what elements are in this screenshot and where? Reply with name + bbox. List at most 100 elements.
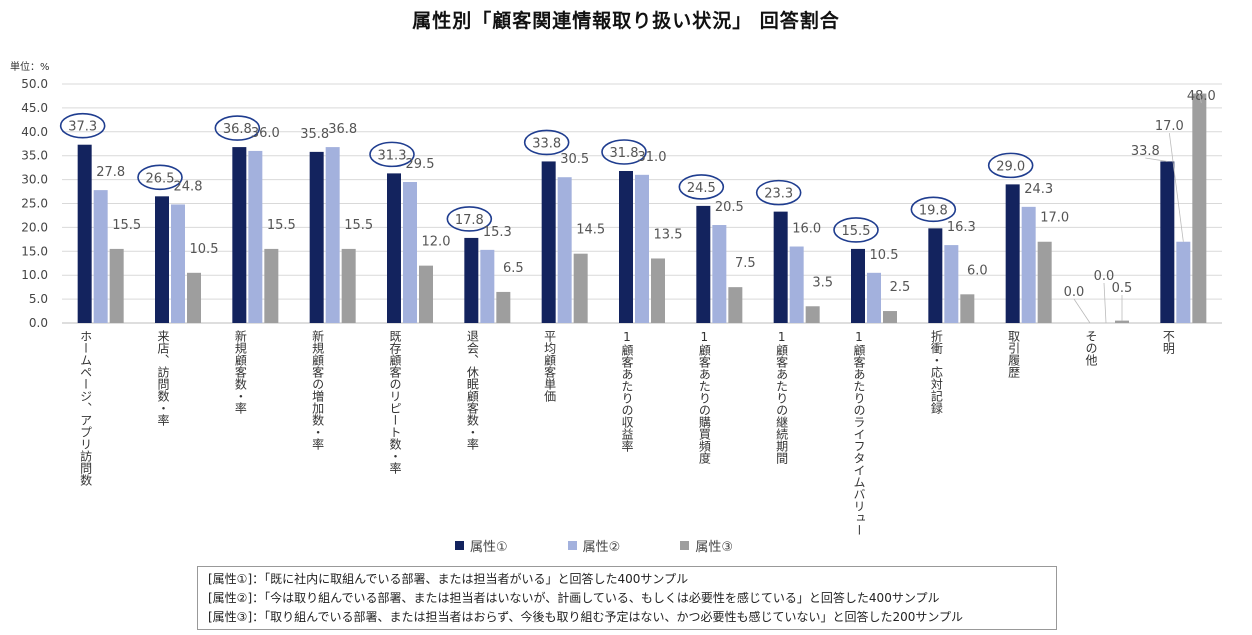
data-label: 7.5: [735, 256, 756, 271]
data-label: 36.8: [328, 122, 357, 137]
data-label: 15.5: [112, 218, 141, 233]
bar: [232, 147, 247, 323]
bar: [573, 253, 588, 323]
data-label: 15.3: [483, 225, 512, 240]
bar: [867, 272, 881, 323]
data-label: 48.0: [1187, 89, 1216, 104]
data-label: 35.8: [300, 127, 329, 142]
category-label: 1顧客あたりの購買頻度: [697, 330, 712, 464]
highlight-circle: [369, 141, 415, 168]
data-label: 3.5: [812, 275, 833, 290]
legend-item-series-2: 属性②: [567, 536, 620, 555]
bar: [712, 225, 727, 323]
bar: [928, 228, 943, 323]
category-label: 折衝・応対記録: [929, 330, 944, 414]
data-label: 17.0: [1040, 211, 1069, 226]
category-label: 新規顧客数・率: [233, 330, 248, 414]
y-tick-label: 25.0: [21, 197, 48, 211]
chart-title: 属性別「顧客関連情報取り扱い状況」 回答割合: [412, 10, 840, 32]
bar: [309, 151, 324, 323]
data-label: 15.5: [344, 218, 373, 233]
data-label: 33.8: [1131, 144, 1160, 159]
data-label: 0.0: [1064, 285, 1085, 300]
category-label: 退会、休眠顧客数・率: [465, 330, 480, 450]
legend-swatch-series-1: [455, 541, 464, 550]
bar: [341, 248, 356, 323]
y-tick-label: 5.0: [29, 292, 48, 306]
category-label: 不明: [1161, 330, 1176, 354]
data-label: 0.0: [1094, 269, 1115, 284]
data-label: 23.3: [764, 187, 793, 202]
bar: [1115, 320, 1129, 323]
legend-swatch-series-3: [680, 541, 690, 550]
category-label: 平均顧客単価: [542, 330, 557, 402]
data-label: 17.8: [455, 213, 484, 228]
y-tick-label: 20.0: [21, 220, 48, 234]
data-label: 36.8: [223, 122, 252, 137]
bar: [109, 248, 124, 323]
bar: [1037, 241, 1052, 323]
label-leader-line: [1168, 132, 1184, 242]
legend: 属性① 属性② 属性③: [455, 536, 733, 555]
highlight-circle: [137, 164, 183, 191]
legend-item-series-1: 属性①: [455, 536, 508, 555]
y-tick-label: 45.0: [21, 101, 48, 115]
data-label: 30.5: [560, 152, 589, 167]
data-label: 16.3: [947, 220, 976, 235]
data-label: 20.5: [715, 200, 744, 215]
legend-label-series-1: 属性①: [470, 540, 508, 555]
bar: [171, 204, 185, 323]
highlight-circle: [59, 112, 106, 139]
bar: [77, 144, 92, 323]
data-label: 13.5: [654, 227, 683, 242]
note-line-1: [属性①]：「既に社内に取組んでいる部署、または担当者がいる」と回答した400サ…: [208, 572, 689, 586]
bar: [851, 248, 865, 323]
highlight-circle: [214, 115, 261, 141]
data-label: 31.0: [638, 150, 667, 165]
bar: [403, 181, 417, 323]
highlight-circle: [755, 179, 802, 206]
bar: [480, 249, 495, 323]
data-label: 15.5: [267, 218, 296, 233]
data-label: 0.5: [1112, 281, 1133, 296]
bar: [419, 265, 433, 323]
bar: [155, 196, 169, 323]
data-label: 10.5: [870, 248, 899, 263]
bar: [387, 173, 401, 323]
data-label: 2.5: [890, 280, 911, 295]
bar: [1021, 206, 1036, 323]
bar: [93, 190, 108, 323]
legend-label-series-3: 属性③: [695, 540, 733, 555]
data-label: 27.8: [96, 165, 125, 180]
bar: [944, 245, 959, 323]
data-label: 24.5: [687, 181, 716, 196]
bar: [635, 174, 649, 323]
data-label: 24.3: [1024, 182, 1053, 197]
bar: [1176, 241, 1191, 323]
highlight-circle: [446, 206, 493, 232]
note-line-3: [属性③]：「取り組んでいる部署、または担当者はおらず、今後も取り組む予定はない…: [208, 610, 963, 624]
y-tick-label: 40.0: [21, 125, 48, 139]
category-label: 1顧客あたりの収益率: [620, 330, 634, 452]
data-label: 31.3: [378, 148, 407, 163]
data-label: 6.0: [967, 263, 988, 278]
highlight-circle: [987, 152, 1034, 179]
category-label: 1顧客あたりのライフタイムバリュー: [852, 330, 866, 536]
bar: [619, 170, 633, 323]
data-label: 17.0: [1155, 119, 1184, 134]
data-label: 10.5: [190, 242, 219, 257]
y-tick-label: 0.0: [29, 316, 48, 330]
y-tick-label: 10.0: [21, 268, 48, 282]
data-label: 15.5: [842, 224, 871, 239]
bar: [264, 248, 279, 323]
bar: [651, 258, 665, 323]
bar: [541, 161, 556, 323]
data-label: 37.3: [68, 120, 97, 135]
data-label: 31.8: [610, 146, 639, 161]
data-label: 29.0: [996, 159, 1025, 174]
y-tick-label: 50.0: [21, 77, 48, 91]
bar: [248, 150, 263, 323]
bar: [1005, 184, 1020, 323]
bar: [805, 306, 820, 323]
bar: [1192, 93, 1207, 323]
